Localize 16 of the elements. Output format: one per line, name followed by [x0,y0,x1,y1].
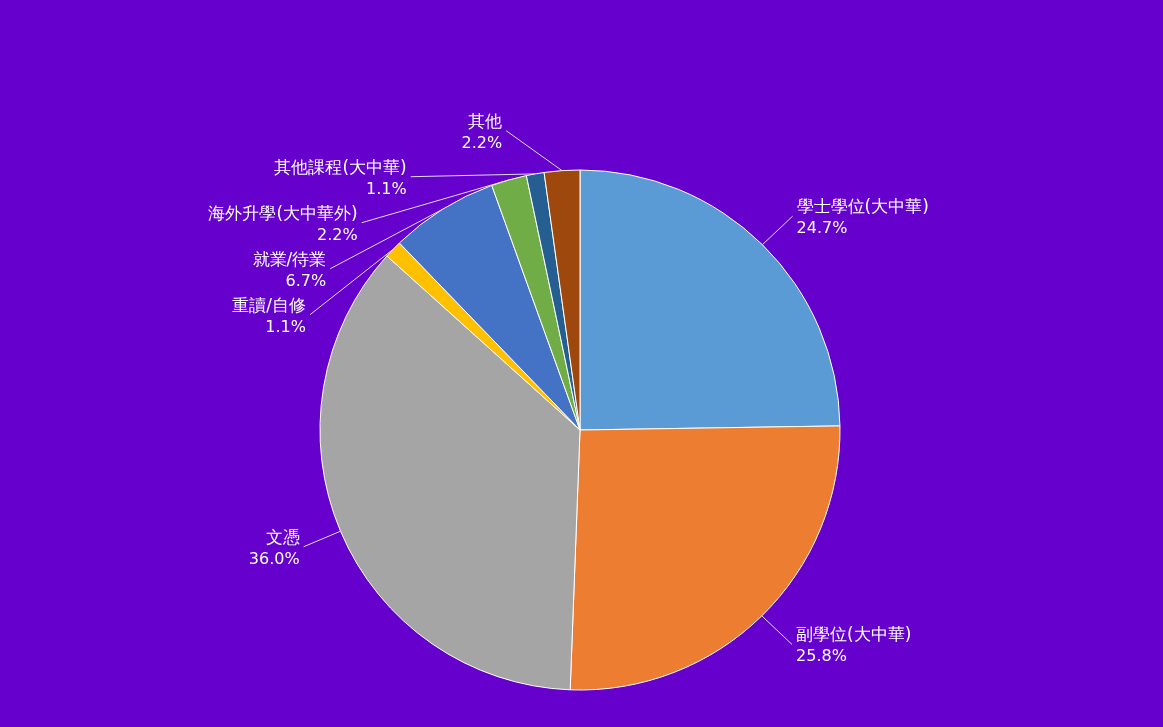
data-label: 1.1% [265,316,307,336]
data-label: 2.2% [461,132,503,152]
slice-label: 海外升學(大中華外) [208,202,358,223]
slice-label: 重讀/自修 [232,294,307,315]
data-label: 24.7% [796,218,848,238]
data-label: 25.8% [796,646,847,666]
data-label: 2.2% [317,224,358,244]
data-label: 1.1% [366,178,407,198]
slice-label: 就業/待業 [252,248,327,269]
slice-label: 其他課程(大中華) [274,156,407,177]
data-label: 36.0% [248,548,300,568]
slice-label: 副學位(大中華) [796,624,912,645]
data-label: 6.7% [285,270,327,290]
slice-label: 學士學位(大中華) [796,196,929,217]
slice-label: 其他 [468,110,503,131]
slice-label: 文憑 [265,526,300,547]
